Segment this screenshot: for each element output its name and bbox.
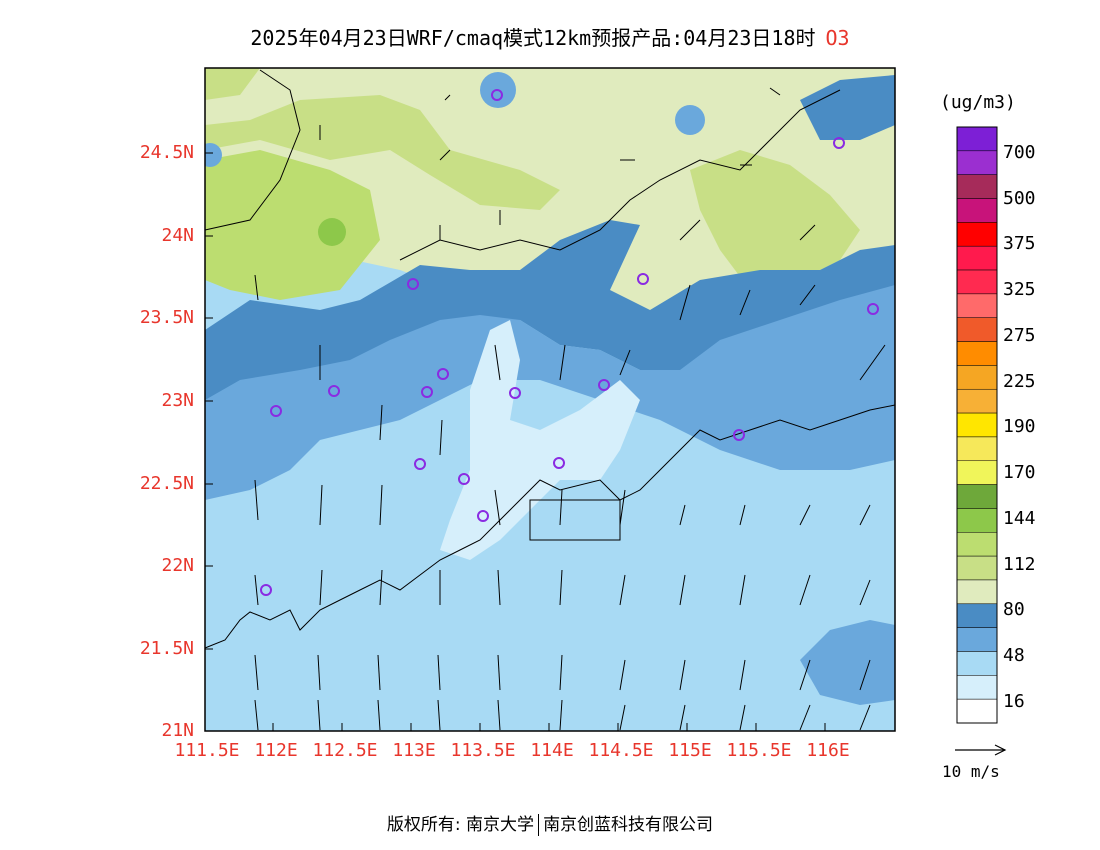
colorbar-swatch [956,651,998,676]
colorbar-swatch [956,293,998,318]
lon-label: 113E [392,740,436,761]
colorbar-swatch [956,555,998,581]
colorbar-swatch [956,269,998,295]
title-main: 2025年04月23日WRF/cmaq模式12km预报产品:04月23日18时 [250,26,816,50]
colorbar-swatch [956,222,998,247]
lon-label: 115.5E [726,740,792,761]
colorbar-swatch [956,150,998,175]
ozone-field [205,68,895,731]
lon-label: 115E [668,740,712,761]
colorbar-swatch [956,245,998,271]
colorbar-swatch [956,675,998,700]
colorbar [956,126,998,724]
colorbar-swatch [956,365,998,390]
colorbar-frame [956,126,998,724]
colorbar-swatch [956,341,998,366]
legend-label: 225 [1003,371,1036,392]
footer-right: 南京创蓝科技有限公司 [543,815,714,835]
legend-unit: (ug/m3) [940,92,1016,113]
lon-label: 114.5E [588,740,654,761]
legend-label: 144 [1003,508,1036,529]
wind-reference-arrow [955,744,1007,756]
legend-label: 80 [1003,599,1025,620]
lat-label: 23.5N [139,307,194,328]
footer-separator [538,814,540,836]
legend-label: 500 [1003,188,1036,209]
legend-label: 112 [1003,554,1036,575]
colorbar-swatch [956,317,998,342]
legend-label: 325 [1003,279,1036,300]
legend-label: 170 [1003,462,1036,483]
legend-label: 375 [1003,233,1036,254]
colorbar-swatch [956,484,998,509]
colorbar-swatch [956,603,998,628]
lat-label: 21N [161,720,194,741]
lon-label: 113.5E [450,740,516,761]
lon-label: 116E [806,740,850,761]
lon-label: 114E [530,740,574,761]
lat-label: 24N [161,225,194,246]
figure-title: 2025年04月23日WRF/cmaq模式12km预报产品:04月23日18时 O… [0,22,1100,51]
colorbar-swatch [956,198,998,223]
map-frame [204,67,896,732]
station-markers [260,89,879,596]
copyright-footer: 版权所有: 南京大学 南京创蓝科技有限公司 [0,810,1100,836]
legend-label: 48 [1003,645,1025,666]
colorbar-swatch [956,532,998,557]
lat-label: 24.5N [139,142,194,163]
lon-label: 111.5E [174,740,240,761]
title-variable: O3 [825,26,850,50]
lat-label: 23N [161,390,194,411]
colorbar-swatch [956,412,998,438]
legend-label: 275 [1003,325,1036,346]
lat-label: 21.5N [139,638,194,659]
footer-left: 版权所有: 南京大学 [386,815,535,835]
colorbar-swatch [956,579,998,605]
colorbar-swatch [956,627,998,652]
colorbar-swatch [956,436,998,462]
lat-label: 22N [161,555,194,576]
axis-ticks [205,152,826,731]
colorbar-swatch [956,508,998,533]
lat-label: 22.5N [139,473,194,494]
legend-label: 190 [1003,416,1036,437]
colorbar-swatch [956,698,998,724]
colorbar-swatch [956,388,998,414]
colorbar-swatch [956,460,998,485]
coastline [204,69,896,649]
wind-vectors [254,87,886,731]
colorbar-swatch [956,174,998,199]
legend-label: 700 [1003,142,1036,163]
legend-label: 16 [1003,691,1025,712]
lon-label: 112.5E [312,740,378,761]
colorbar-swatch [956,126,998,152]
wind-reference-label: 10 m/s [942,762,1000,781]
lon-label: 112E [254,740,298,761]
